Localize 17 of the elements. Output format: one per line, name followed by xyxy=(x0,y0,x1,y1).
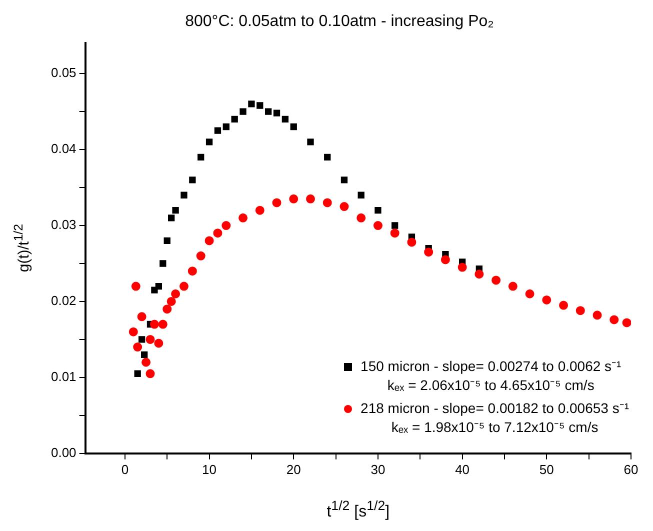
y-tick-label: 0.02 xyxy=(50,293,76,308)
x-tick-label: 10 xyxy=(202,462,217,477)
legend-label: 150 micron - slope= 0.00274 to 0.0062 s⁻¹ kₑₓ = 2.06x10⁻⁵ to 4.65x10⁻⁵ cm/s xyxy=(360,357,622,396)
y-tick-label: 0.05 xyxy=(50,65,76,80)
x-tick-label: 40 xyxy=(455,462,470,477)
legend-label: 218 micron - slope= 0.00182 to 0.00653 s⁻¹ kₑₓ = 1.98x10⁻⁵ to 7.12x10⁻⁵ cm/s xyxy=(360,399,629,438)
x-tick-label: 30 xyxy=(370,462,386,477)
text: 0.00 xyxy=(50,444,76,460)
x-tick-label: 50 xyxy=(539,462,554,477)
x-tick-label: 60 xyxy=(624,462,638,477)
y-tick-label: 0.01 xyxy=(50,369,76,384)
chart-title: 800°C: 0.05atm to 0.10atm - increasing Po₂ xyxy=(185,13,494,30)
x-axis-title: t$^{1/2}$ [s$^{1/2}$] xyxy=(326,498,390,521)
x-tick-label: 20 xyxy=(286,462,301,477)
y-tick-label: 0.03 xyxy=(50,217,76,232)
y-tick-label: 0.04 xyxy=(50,141,76,156)
x-tick-label: 0 xyxy=(121,462,129,477)
